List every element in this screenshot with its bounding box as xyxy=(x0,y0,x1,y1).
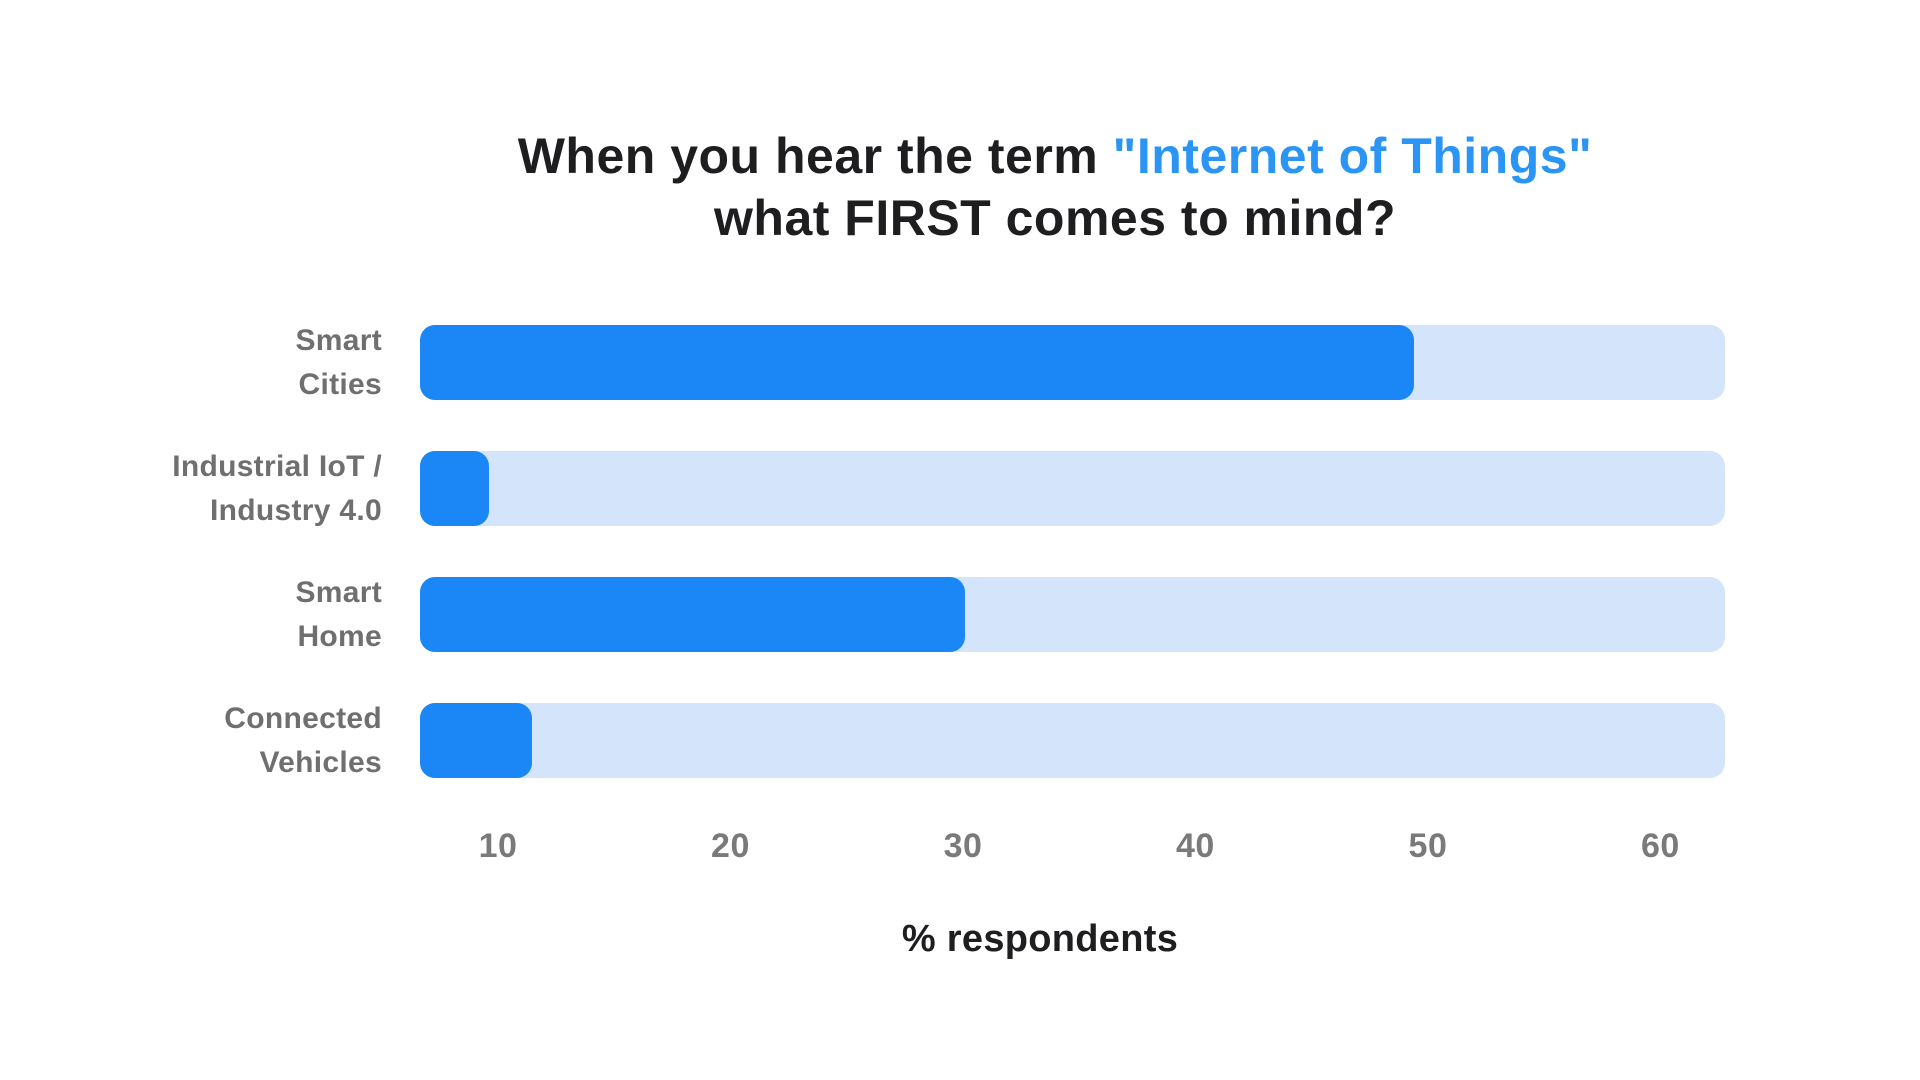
category-label: Smart Home xyxy=(0,571,382,659)
category-label-line1: Smart xyxy=(295,323,382,357)
bar-fill xyxy=(420,703,533,778)
bar-row: Smart Cities xyxy=(0,324,1920,401)
category-label-line2: Cities xyxy=(298,367,382,401)
category-label-line1: Smart xyxy=(295,575,382,609)
bar-row: Connected Vehicles xyxy=(0,702,1920,779)
bar-row: Smart Home xyxy=(0,576,1920,653)
bar-fill xyxy=(420,451,490,526)
title-highlight: "Internet of Things" xyxy=(1112,128,1593,184)
x-tick: 20 xyxy=(711,827,750,865)
bar-row: Industrial IoT / Industry 4.0 xyxy=(0,450,1920,527)
title-line1: When you hear the term "Internet of Thin… xyxy=(518,128,1593,184)
x-tick: 30 xyxy=(943,827,983,865)
title-line2: what FIRST comes to mind? xyxy=(714,190,1396,246)
category-label-line2: Home xyxy=(297,619,382,653)
x-axis-ticks: 10 20 30 40 50 60 xyxy=(420,824,1725,868)
category-label-line2: Industry 4.0 xyxy=(210,493,382,527)
category-label: Industrial IoT / Industry 4.0 xyxy=(0,445,382,533)
category-label: Connected Vehicles xyxy=(0,697,382,785)
chart-title: When you hear the term "Internet of Thin… xyxy=(518,125,1593,249)
category-label-line2: Vehicles xyxy=(259,745,382,779)
bar-track xyxy=(420,577,1725,652)
bar-fill xyxy=(420,325,1415,400)
bar-fill xyxy=(420,577,966,652)
category-label-line1: Connected xyxy=(224,701,382,735)
x-tick: 60 xyxy=(1640,827,1680,865)
x-tick: 10 xyxy=(478,827,518,865)
category-label: Smart Cities xyxy=(0,319,382,407)
title-line1-text: When you hear the term xyxy=(517,128,1113,184)
bar-track xyxy=(420,703,1725,778)
x-tick: 50 xyxy=(1408,827,1448,865)
bar-track xyxy=(420,325,1725,400)
x-tick: 40 xyxy=(1176,827,1215,865)
bar-track xyxy=(420,451,1725,526)
x-axis-label: % respondents xyxy=(901,918,1179,960)
category-label-line1: Industrial IoT / xyxy=(172,449,382,483)
